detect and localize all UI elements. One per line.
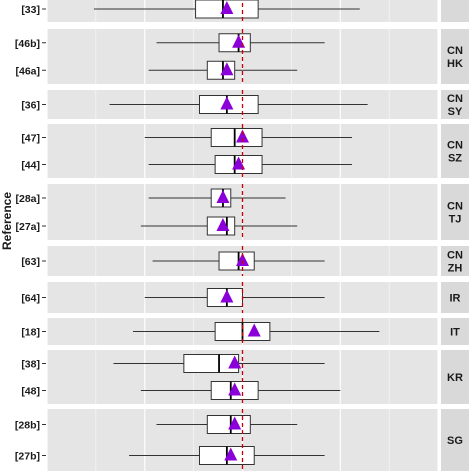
y-tick-label: [64] [21,293,40,305]
mean-marker [228,382,242,396]
facet-strip [441,282,469,313]
facet-strip [441,124,469,178]
facet-strip [441,29,469,84]
iqr-box [183,354,240,373]
facet-strip-label: ZH [448,263,463,275]
facet-strip-label: CN [447,201,463,213]
mean-marker [236,253,249,266]
iqr-box [218,251,255,271]
facet-strip [441,0,469,22]
mean-marker [232,156,246,170]
y-tick-label: [46a] [15,65,40,77]
facet-strip-label: SY [448,106,463,118]
y-tick-label: [33] [21,4,40,16]
y-tick-label: [27b] [15,451,40,463]
y-tick-label: [28a] [15,193,40,205]
y-tick-label: [44] [21,160,40,172]
mean-marker [247,323,261,337]
facet-strip-label: SG [447,435,463,447]
facet-strip-label: KR [447,372,463,384]
facet-strip [441,409,469,471]
mean-marker [228,416,242,430]
panel: SG [28b] [27b] [15,409,469,471]
facet-strip-label: CN [447,250,463,262]
y-tick-label: [63] [21,256,40,268]
facet-strip-label: CN [447,140,463,152]
facet-strip-label: HK [447,58,463,70]
facet-strip-label: CN [447,45,463,57]
mean-marker [220,1,234,14]
facet-strip-label: IR [450,293,461,305]
mean-marker [220,289,234,303]
mean-marker [224,447,238,461]
y-tick-label: [46b] [15,38,40,50]
facet-strip-label: CN [447,93,463,105]
facet-strip-label: TJ [449,214,462,226]
iqr-box [206,415,251,434]
y-tick-label: [36] [21,100,40,112]
y-tick-label: [27a] [15,221,40,233]
facet-strip [441,90,469,119]
mean-marker [220,62,234,76]
facet-strip [441,350,469,404]
mean-marker [216,190,230,203]
y-tick-label: [28b] [15,420,40,432]
facet-strip-label: SZ [448,153,462,165]
panel: IT [18] [21,318,469,345]
panel: IR [64] [21,282,469,313]
mean-marker [236,129,249,143]
facet-strip-label: IT [450,327,460,339]
iqr-box [210,128,263,147]
mean-marker [220,96,234,110]
mean-marker [232,34,246,48]
facet-strip [441,318,469,345]
facet-strip [441,184,469,240]
facet-strip [441,246,469,276]
mean-marker [228,355,242,369]
y-axis-title: Reference [0,192,14,250]
panel: [33] [21,0,469,22]
y-tick-label: [48] [21,386,40,398]
mean-marker [216,218,230,231]
panel: KR [38] [48] [21,350,469,404]
y-tick-label: [47] [21,133,40,145]
y-tick-label: [18] [21,327,40,339]
y-tick-label: [38] [21,359,40,371]
